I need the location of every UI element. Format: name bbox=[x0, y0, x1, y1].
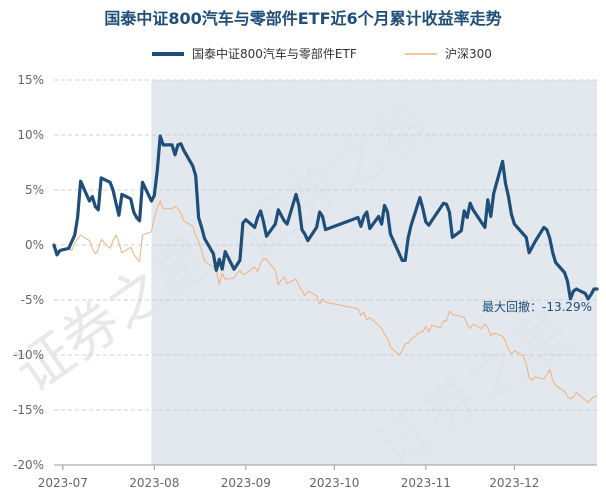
y-tick-label: 10% bbox=[17, 128, 44, 142]
y-tick-label: -5% bbox=[21, 293, 44, 307]
x-tick-label: 2023-09 bbox=[221, 476, 271, 490]
legend-label: 国泰中证800汽车与零部件ETF bbox=[192, 46, 357, 61]
drawdown-shading-layer bbox=[151, 80, 597, 465]
y-tick-label: -10% bbox=[13, 348, 44, 362]
y-tick-label: -20% bbox=[13, 458, 44, 472]
drawdown-shading bbox=[151, 80, 597, 465]
x-tick-label: 2023-10 bbox=[309, 476, 359, 490]
legend: 国泰中证800汽车与零部件ETF 沪深300 bbox=[152, 46, 492, 61]
index-series-line bbox=[53, 200, 598, 403]
y-tick-label: -15% bbox=[13, 403, 44, 417]
x-tick-label: 2023-11 bbox=[401, 476, 451, 490]
y-tick-label: 5% bbox=[25, 183, 44, 197]
etf-series-line bbox=[52, 134, 599, 301]
max-drawdown-annotation: 最大回撤：-13.29% bbox=[482, 299, 592, 314]
legend-label: 沪深300 bbox=[445, 47, 492, 61]
chart-title: 国泰中证800汽车与零部件ETF近6个月累计收益率走势 bbox=[104, 9, 501, 28]
y-tick-label: 0% bbox=[25, 238, 44, 252]
y-tick-label: 15% bbox=[17, 73, 44, 87]
x-tick-label: 2023-08 bbox=[129, 476, 179, 490]
x-tick-label: 2023-07 bbox=[38, 476, 88, 490]
axis-layer: 15% 10% 5% 0% -5% -10% -15% -20% 2023-07 2023-08 2… bbox=[13, 73, 597, 490]
series-layer bbox=[52, 134, 599, 403]
x-tick-label: 2023-12 bbox=[489, 476, 539, 490]
